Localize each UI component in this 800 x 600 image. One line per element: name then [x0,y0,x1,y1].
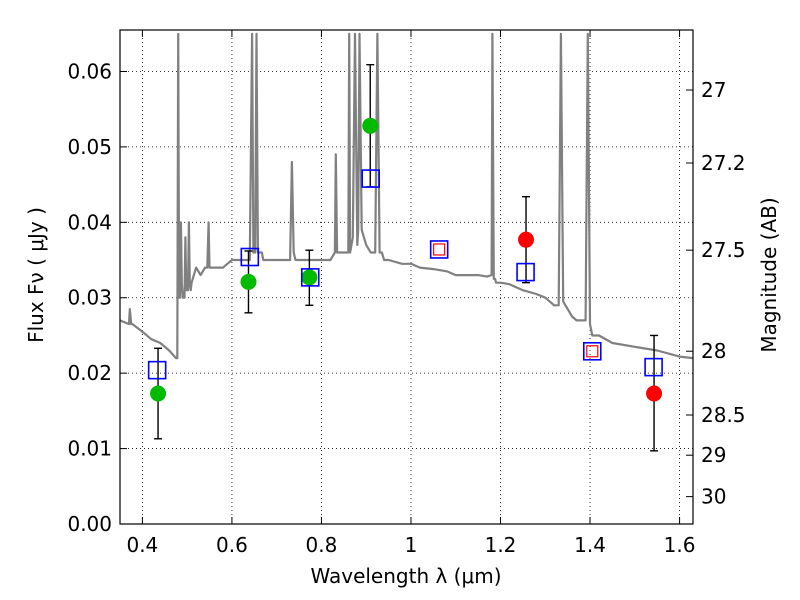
model-box-6 [582,341,602,361]
y2-tick-label-0: 27 [701,78,726,102]
x-tick-label-5: 1.4 [574,533,606,557]
y2-tick-labels: 27 27.2 27.5 28 28.5 29 30 [701,78,746,509]
y2-tick-label-6: 30 [701,485,726,509]
model-box-3 [361,169,380,188]
model-box-2 [300,268,320,287]
y2-tick-label-1: 27.2 [701,151,746,175]
x-tick-label-6: 1.6 [664,533,696,557]
x-axis-label: Wavelength λ (μm) [310,564,501,588]
y2-axis-label: Magnitude (AB) [757,197,781,352]
model-box-small-1 [586,345,599,358]
model-box-5 [516,262,535,282]
observed_green-1-point [240,273,257,290]
observed_green-2-point [301,269,318,286]
y2-tick-label-5: 29 [701,443,726,467]
model-box-0 [147,360,167,380]
x-tick-label-1: 0.6 [216,533,248,557]
plot-area [120,32,693,452]
y2-tick-label-3: 28 [701,339,726,363]
plot-frame [119,29,694,525]
model-spectrum-line [120,32,693,360]
y-tick-label-6: 0.06 [67,59,112,83]
x-tick-label-4: 1.2 [485,533,517,557]
x-tick-label-0: 0.4 [126,533,158,557]
model-box-4 [429,240,449,259]
x-tick-label-3: 1 [405,533,418,557]
observed_green-0-point [150,385,167,402]
x-tick-label-2: 0.8 [306,533,338,557]
y-tick-labels: 0.00 0.01 0.02 0.03 0.04 0.05 0.06 [67,59,112,536]
y-tick-label-5: 0.05 [67,135,112,159]
observed_green-3-point [362,117,379,134]
y-tick-label-3: 0.03 [67,286,112,310]
model-box-1 [240,247,260,267]
tick-marks [120,30,693,525]
y-tick-label-1: 0.01 [67,437,112,461]
y-tick-label-0: 0.00 [67,512,112,536]
y2-tick-label-2: 27.5 [701,238,746,262]
y2-tick-label-4: 28.5 [701,403,746,427]
x-tick-labels: 0.4 0.6 0.8 1 1.2 1.4 1.6 [126,533,695,557]
model-box-small-0 [433,243,446,256]
y-tick-label-4: 0.04 [67,210,112,234]
observed_red-0-point [518,231,535,248]
y-tick-label-2: 0.02 [67,361,112,385]
model-box-7 [644,357,663,377]
observed_red-1-point [646,385,663,402]
y-axis-label: Flux Fν ( μJy ) [24,207,48,343]
